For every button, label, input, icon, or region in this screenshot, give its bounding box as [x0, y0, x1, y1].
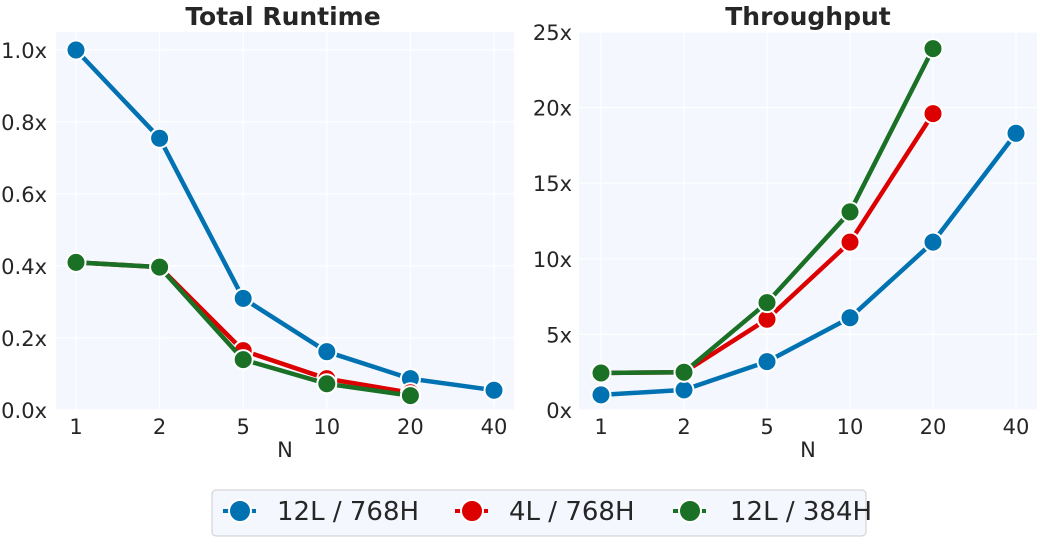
legend: 12L / 768H 4L / 768H 12L / 384H [211, 489, 872, 537]
x-tick-label: 40 [1003, 415, 1030, 439]
data-point [65, 39, 87, 61]
data-point [673, 379, 695, 401]
legend-item-4l-768h: 4L / 768H [455, 497, 635, 527]
x-tick-label: 5 [237, 415, 250, 439]
x-tick-label: 20 [920, 415, 947, 439]
legend-item-12l-384h: 12L / 384H [673, 497, 872, 527]
legend-label: 12L / 768H [277, 497, 419, 527]
data-point [922, 38, 944, 60]
x-tick-label: 2 [153, 415, 166, 439]
runtime-x-ticks: 1 2 5 10 20 40 [69, 415, 507, 439]
throughput-chart-title: Throughput [725, 2, 891, 31]
data-point [399, 385, 421, 407]
data-point [756, 351, 778, 373]
data-point [922, 103, 944, 125]
legend-item-12l-768h: 12L / 768H [223, 497, 419, 527]
data-point [590, 362, 612, 384]
x-tick-label: 10 [837, 415, 864, 439]
data-point [839, 201, 861, 223]
x-tick-label: 1 [69, 415, 82, 439]
x-tick-label: 20 [397, 415, 424, 439]
legend-swatch-marker [678, 499, 702, 523]
legend-label: 4L / 768H [509, 497, 635, 527]
y-tick-label: 20x [533, 97, 572, 121]
y-tick-label: 10x [533, 248, 572, 272]
series-12l-384h [65, 251, 421, 407]
x-tick-label: 5 [760, 415, 773, 439]
series-12l-768h [590, 122, 1027, 406]
runtime-series [65, 39, 505, 407]
x-tick-label: 2 [677, 415, 690, 439]
series-12l-384h [590, 38, 944, 384]
throughput-x-axis-label: N [800, 438, 816, 462]
data-point [1005, 122, 1027, 144]
legend-swatch-marker [228, 499, 252, 523]
series-line [598, 131, 1019, 398]
y-tick-label: 1.0x [1, 39, 47, 63]
throughput-y-ticks: 0x 5x 10x 15x 20x 25x [533, 21, 572, 423]
throughput-chart: 0x 5x 10x 15x 20x 25x 1 2 5 10 20 40 Throughput N [533, 2, 1037, 462]
data-point [232, 287, 254, 309]
runtime-chart: 0.0x 0.2x 0.4x 0.6x 0.8x 1.0x 1 2 5 10 20 40 Total… [1, 2, 514, 462]
x-tick-label: 40 [481, 415, 508, 439]
y-tick-label: 0.4x [1, 255, 47, 279]
runtime-chart-title: Total Runtime [185, 2, 380, 31]
data-point [483, 379, 505, 401]
data-point [839, 307, 861, 329]
data-point [232, 349, 254, 371]
y-tick-label: 0.8x [1, 111, 47, 135]
data-point [149, 127, 171, 149]
y-tick-label: 0.0x [1, 399, 47, 423]
data-point [65, 251, 87, 273]
runtime-x-axis-label: N [277, 438, 293, 462]
runtime-plot-area [56, 32, 514, 410]
x-tick-label: 10 [313, 415, 340, 439]
data-point [149, 256, 171, 278]
legend-label: 12L / 384H [730, 497, 872, 527]
data-point [316, 341, 338, 363]
runtime-y-ticks: 0.0x 0.2x 0.4x 0.6x 0.8x 1.0x [1, 39, 47, 423]
data-point [839, 231, 861, 253]
y-tick-label: 0x [546, 399, 572, 423]
data-point [756, 292, 778, 314]
data-point [316, 373, 338, 395]
throughput-plot-area [579, 32, 1037, 410]
y-tick-label: 25x [533, 21, 572, 45]
x-tick-label: 1 [594, 415, 607, 439]
legend-frame [211, 489, 867, 537]
y-tick-label: 0.6x [1, 183, 47, 207]
throughput-series [590, 38, 1027, 406]
data-point [922, 231, 944, 253]
data-point [590, 384, 612, 406]
legend-swatch-marker [460, 499, 484, 523]
y-tick-label: 0.2x [1, 327, 47, 351]
y-tick-label: 15x [533, 172, 572, 196]
y-tick-label: 5x [546, 323, 572, 347]
data-point [673, 361, 695, 383]
series-line [73, 47, 497, 393]
throughput-x-ticks: 1 2 5 10 20 40 [594, 415, 1029, 439]
